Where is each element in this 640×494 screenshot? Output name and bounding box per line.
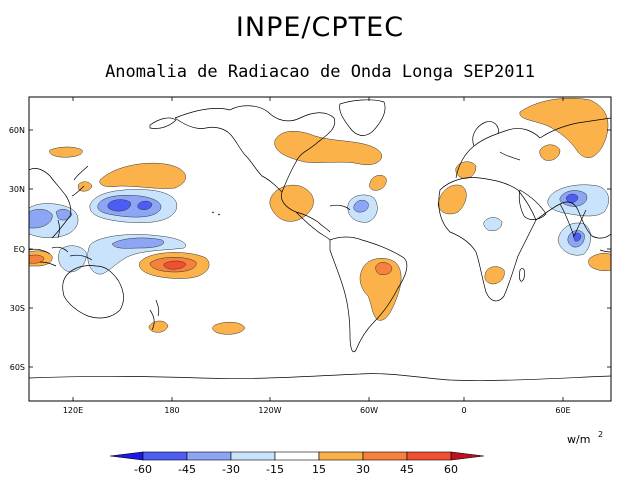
coastline-hawaii bbox=[211, 211, 221, 216]
lat-tick-label: 30S bbox=[10, 304, 25, 313]
lon-tick-label: 120E bbox=[63, 406, 83, 415]
positive-anomaly bbox=[484, 266, 505, 285]
lat-tick-label: 60N bbox=[9, 126, 25, 135]
lat-tick-label: EQ bbox=[14, 245, 25, 254]
coastline-alaska bbox=[149, 117, 177, 129]
colorbar-swatch bbox=[142, 451, 188, 461]
colorbar-arrow-right bbox=[450, 451, 485, 461]
coastline-new-zealand bbox=[149, 299, 160, 331]
map-subtitle: Anomalia de Radiacao de Onda Longa SEP20… bbox=[105, 62, 535, 82]
lon-tick-label: 0 bbox=[461, 406, 466, 415]
negative-anomaly bbox=[483, 217, 503, 231]
positive-anomaly bbox=[29, 254, 45, 264]
colorbar-unit: w/m 2 bbox=[567, 430, 603, 446]
unit-exponent: 2 bbox=[598, 430, 603, 439]
positive-anomaly bbox=[274, 131, 382, 166]
anomaly-shading bbox=[29, 97, 611, 335]
colorbar: -60 -45 -30 -15 15 30 45 60 bbox=[109, 451, 485, 476]
negative-anomaly bbox=[137, 200, 153, 211]
colorbar-swatch bbox=[274, 451, 320, 461]
positive-anomaly bbox=[519, 97, 609, 158]
lon-tick-label: 120W bbox=[258, 406, 281, 415]
coastlines bbox=[29, 99, 611, 381]
negative-anomaly bbox=[353, 199, 369, 213]
map-content bbox=[29, 97, 611, 401]
negative-anomaly bbox=[111, 237, 164, 249]
colorbar-swatch bbox=[230, 451, 276, 461]
map-title: INPE/CPTEC bbox=[235, 12, 405, 43]
colorbar-label: -45 bbox=[178, 463, 196, 476]
coastline-indonesia bbox=[29, 246, 611, 267]
negative-anomaly bbox=[107, 199, 131, 212]
lon-tick-label: 60E bbox=[555, 406, 570, 415]
coastline-north-america bbox=[174, 105, 336, 233]
colorbar-swatch bbox=[406, 451, 452, 461]
coastline-central-america bbox=[295, 211, 331, 241]
positive-anomaly bbox=[359, 258, 402, 321]
unit-label: w/m bbox=[567, 433, 590, 446]
coastline-arabia bbox=[518, 189, 547, 220]
positive-anomaly bbox=[588, 253, 611, 272]
lon-tick-label: 180 bbox=[164, 406, 179, 415]
negative-anomaly bbox=[29, 209, 53, 229]
coastline-australia bbox=[62, 265, 124, 319]
positive-anomaly bbox=[99, 162, 186, 189]
positive-anomaly bbox=[539, 144, 561, 161]
positive-anomaly bbox=[163, 260, 187, 270]
coastline-philippines bbox=[57, 219, 60, 239]
coastline-south-america bbox=[329, 236, 408, 353]
colorbar-label: -15 bbox=[266, 463, 284, 476]
colorbar-label: 45 bbox=[400, 463, 414, 476]
positive-anomaly bbox=[437, 184, 467, 215]
positive-anomaly bbox=[212, 321, 246, 335]
colorbar-label: 30 bbox=[356, 463, 370, 476]
colorbar-label: 15 bbox=[312, 463, 326, 476]
colorbar-arrow-left bbox=[109, 451, 144, 461]
colorbar-swatch bbox=[318, 451, 364, 461]
coastline-greenland bbox=[339, 99, 386, 136]
colorbar-swatch bbox=[186, 451, 232, 461]
positive-anomaly bbox=[375, 262, 393, 275]
negative-anomaly bbox=[55, 209, 73, 221]
lat-axis: 60N 30N EQ 30S 60S bbox=[9, 126, 25, 372]
coastline-asia bbox=[29, 117, 611, 239]
colorbar-swatch bbox=[362, 451, 408, 461]
positive-anomaly bbox=[369, 175, 387, 191]
negative-anomaly bbox=[58, 245, 87, 273]
coastline-antarctica bbox=[29, 373, 611, 381]
map-frame bbox=[28, 96, 612, 402]
positive-anomaly bbox=[49, 146, 83, 158]
colorbar-label: -60 bbox=[134, 463, 152, 476]
inner-ticks bbox=[29, 97, 611, 401]
coastline-india bbox=[559, 203, 587, 237]
coastline-africa bbox=[438, 177, 537, 302]
coastline-japan bbox=[71, 165, 89, 197]
lat-tick-label: 30N bbox=[9, 185, 25, 194]
colorbar-label: -30 bbox=[222, 463, 240, 476]
coastline-madagascar bbox=[519, 268, 525, 282]
coastline-europe bbox=[455, 121, 541, 179]
colorbar-label: 60 bbox=[444, 463, 458, 476]
lat-tick-label: 60S bbox=[10, 363, 25, 372]
lon-tick-label: 60W bbox=[360, 406, 378, 415]
lon-axis: 120E 180 120W 60W 0 60E bbox=[63, 406, 571, 415]
coastline-cuba bbox=[329, 204, 351, 211]
